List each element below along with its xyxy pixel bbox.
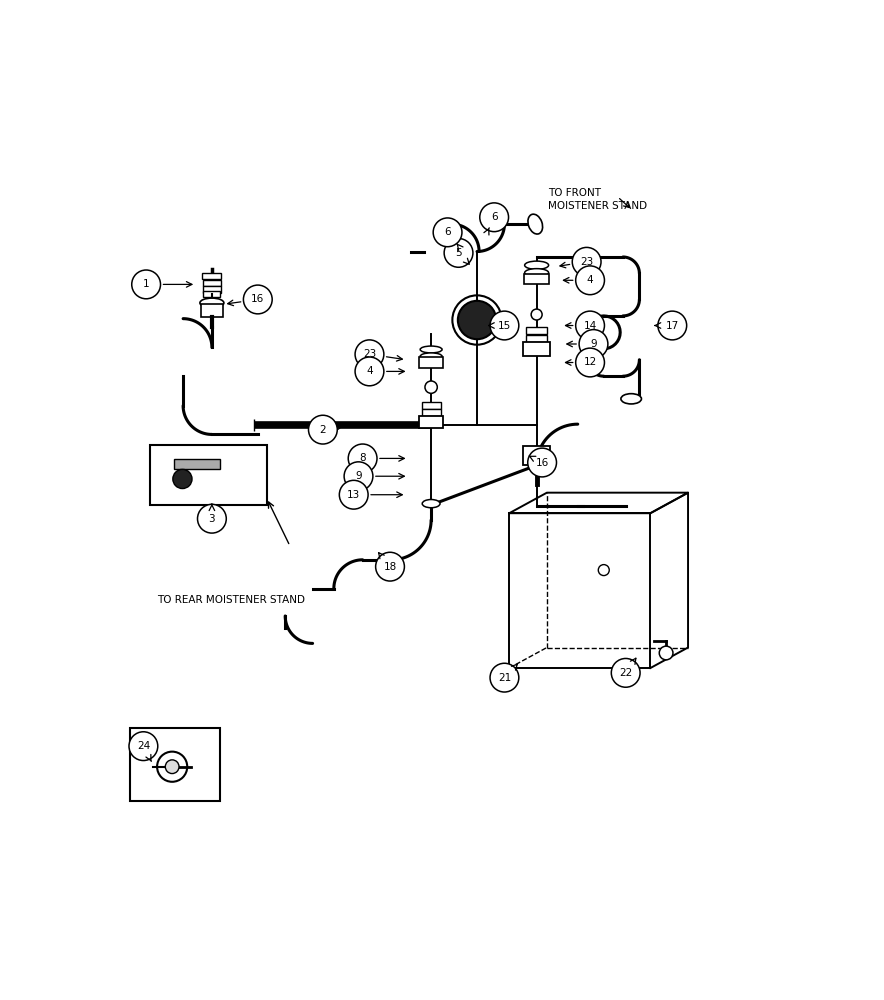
Circle shape (339, 480, 368, 509)
Text: 4: 4 (587, 275, 593, 285)
Circle shape (243, 285, 272, 314)
Ellipse shape (441, 220, 458, 228)
FancyBboxPatch shape (526, 335, 547, 342)
Text: 3: 3 (209, 514, 215, 524)
Ellipse shape (621, 394, 642, 404)
Circle shape (659, 646, 673, 660)
Ellipse shape (524, 261, 549, 269)
FancyBboxPatch shape (419, 416, 444, 428)
Text: 18: 18 (384, 562, 397, 572)
Text: 23: 23 (362, 349, 376, 359)
Circle shape (575, 266, 605, 295)
Circle shape (598, 565, 609, 576)
Circle shape (165, 760, 179, 774)
Text: 8: 8 (359, 453, 366, 463)
Text: 1: 1 (143, 279, 149, 289)
Circle shape (490, 663, 519, 692)
Circle shape (129, 732, 157, 761)
FancyBboxPatch shape (523, 342, 551, 356)
Ellipse shape (528, 214, 543, 234)
Circle shape (575, 311, 605, 340)
Circle shape (157, 752, 187, 782)
Circle shape (433, 218, 462, 247)
Circle shape (572, 247, 601, 276)
FancyBboxPatch shape (420, 357, 443, 368)
Ellipse shape (420, 353, 442, 360)
Circle shape (612, 658, 640, 687)
Text: 21: 21 (498, 673, 511, 683)
Text: 12: 12 (583, 357, 597, 367)
FancyBboxPatch shape (523, 446, 551, 465)
Bar (202, 280, 221, 286)
Circle shape (528, 448, 557, 477)
Text: 23: 23 (580, 257, 593, 267)
Circle shape (309, 415, 338, 444)
FancyBboxPatch shape (509, 513, 651, 668)
Ellipse shape (200, 298, 224, 308)
Circle shape (658, 311, 687, 340)
Bar (203, 291, 220, 297)
FancyBboxPatch shape (201, 304, 223, 317)
Circle shape (173, 469, 192, 489)
Text: 2: 2 (320, 425, 326, 435)
Circle shape (490, 311, 519, 340)
Circle shape (197, 504, 226, 533)
Circle shape (376, 552, 404, 581)
Circle shape (531, 309, 542, 320)
Text: 9: 9 (591, 339, 597, 349)
Ellipse shape (524, 269, 549, 277)
Circle shape (344, 462, 373, 491)
FancyBboxPatch shape (150, 445, 267, 505)
FancyBboxPatch shape (526, 327, 547, 334)
FancyBboxPatch shape (130, 728, 220, 801)
Circle shape (458, 301, 496, 339)
Text: 24: 24 (137, 741, 150, 751)
Text: 6: 6 (491, 212, 498, 222)
Text: 6: 6 (445, 227, 451, 237)
Circle shape (575, 348, 605, 377)
Ellipse shape (420, 346, 442, 353)
Text: TO FRONT
MOISTENER STAND: TO FRONT MOISTENER STAND (547, 188, 647, 211)
Circle shape (355, 340, 384, 369)
Circle shape (355, 357, 384, 386)
Circle shape (444, 238, 473, 267)
Text: TO REAR MOISTENER STAND: TO REAR MOISTENER STAND (157, 595, 305, 605)
Circle shape (480, 203, 508, 232)
Bar (203, 286, 221, 293)
Text: 4: 4 (366, 366, 373, 376)
Ellipse shape (423, 500, 440, 508)
Bar (202, 273, 222, 279)
FancyBboxPatch shape (422, 402, 441, 409)
Text: 15: 15 (498, 321, 511, 331)
Circle shape (425, 381, 438, 393)
Text: 13: 13 (347, 490, 361, 500)
Circle shape (348, 444, 377, 473)
Circle shape (579, 330, 608, 358)
Text: 5: 5 (455, 248, 461, 258)
Text: 9: 9 (355, 471, 362, 481)
Text: 16: 16 (251, 294, 264, 304)
FancyBboxPatch shape (422, 409, 441, 416)
Circle shape (132, 270, 161, 299)
FancyBboxPatch shape (524, 274, 549, 284)
Text: 17: 17 (666, 321, 679, 331)
Text: 16: 16 (536, 458, 549, 468)
Text: 14: 14 (583, 321, 597, 331)
Bar (173, 459, 220, 469)
Text: 22: 22 (619, 668, 632, 678)
